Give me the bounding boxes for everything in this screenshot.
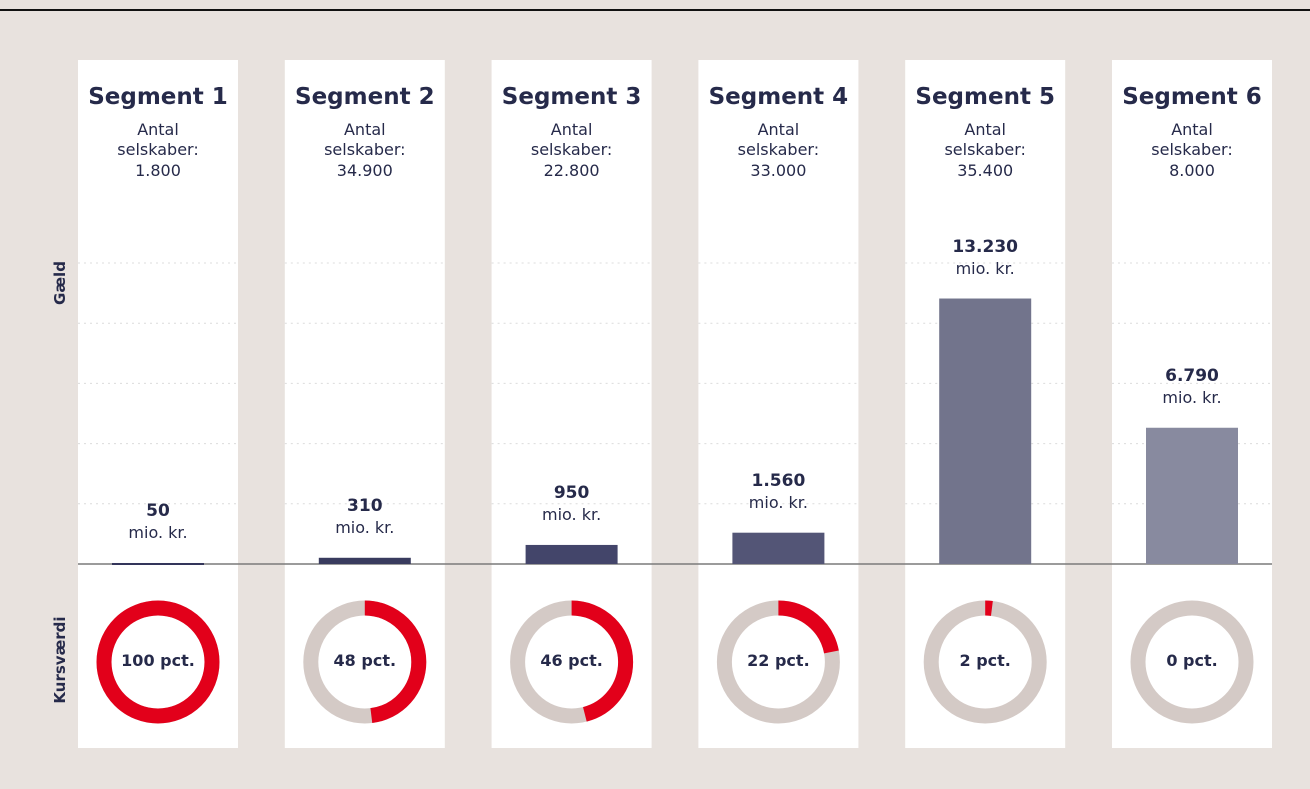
company-count: 34.900 bbox=[336, 161, 393, 180]
donut-slice bbox=[303, 600, 427, 724]
data-label: 50 bbox=[146, 500, 170, 521]
bar bbox=[1146, 427, 1238, 564]
donut-slice bbox=[96, 600, 220, 724]
bar bbox=[939, 298, 1032, 564]
data-unit: mio. kr. bbox=[955, 258, 1015, 278]
y-axis-label: Gæld bbox=[51, 261, 69, 305]
segment-title: Segment 4 bbox=[708, 84, 849, 110]
data-unit: mio. kr. bbox=[335, 517, 395, 537]
data-label: 310 bbox=[347, 495, 383, 516]
count-label: Antal selskaber: bbox=[1151, 120, 1233, 159]
data-label: 950 bbox=[553, 482, 590, 503]
bar bbox=[318, 557, 411, 564]
company-count: 22.800 bbox=[543, 161, 600, 180]
segment-title: Segment 3 bbox=[501, 84, 642, 110]
segment-title: Segment 5 bbox=[915, 84, 1055, 110]
data-label: 46 pct. bbox=[540, 651, 603, 670]
segment-title: Segment 2 bbox=[295, 84, 435, 110]
count-label: Antal selskaber: bbox=[117, 120, 199, 159]
bar bbox=[525, 544, 618, 564]
bar bbox=[732, 532, 825, 564]
donut-slice bbox=[923, 600, 1047, 724]
count-label: Antal selskaber: bbox=[737, 120, 820, 159]
count-label: Antal selskaber: bbox=[530, 120, 613, 159]
company-count: 33.000 bbox=[750, 161, 807, 180]
data-unit: mio. kr. bbox=[1162, 387, 1222, 407]
data-unit: mio. kr. bbox=[128, 522, 188, 542]
data-label: 0 pct. bbox=[1166, 651, 1218, 670]
data-label: 1.560 bbox=[751, 470, 806, 491]
data-label: 13.230 bbox=[952, 236, 1018, 257]
data-label: 6.790 bbox=[1165, 365, 1219, 386]
data-label: 48 pct. bbox=[333, 651, 397, 670]
donut-slice bbox=[510, 600, 634, 724]
company-count: 35.400 bbox=[957, 161, 1014, 180]
data-label: 2 pct. bbox=[959, 651, 1011, 670]
company-count: 8.000 bbox=[1169, 161, 1215, 180]
segment-title: Segment 6 bbox=[1122, 84, 1262, 110]
data-unit: mio. kr. bbox=[748, 492, 808, 512]
data-unit: mio. kr. bbox=[542, 504, 602, 524]
donut-track bbox=[1130, 600, 1254, 724]
count-label: Antal selskaber: bbox=[944, 120, 1026, 159]
segment-title: Segment 1 bbox=[88, 84, 228, 110]
data-label: 22 pct. bbox=[747, 651, 810, 670]
donut-slice bbox=[716, 600, 840, 724]
bar bbox=[112, 562, 204, 565]
data-label: 100 pct. bbox=[121, 651, 195, 670]
company-count: 1.800 bbox=[135, 161, 181, 180]
y-axis-label: Kursværdi bbox=[51, 616, 69, 704]
count-label: Antal selskaber: bbox=[324, 120, 406, 159]
